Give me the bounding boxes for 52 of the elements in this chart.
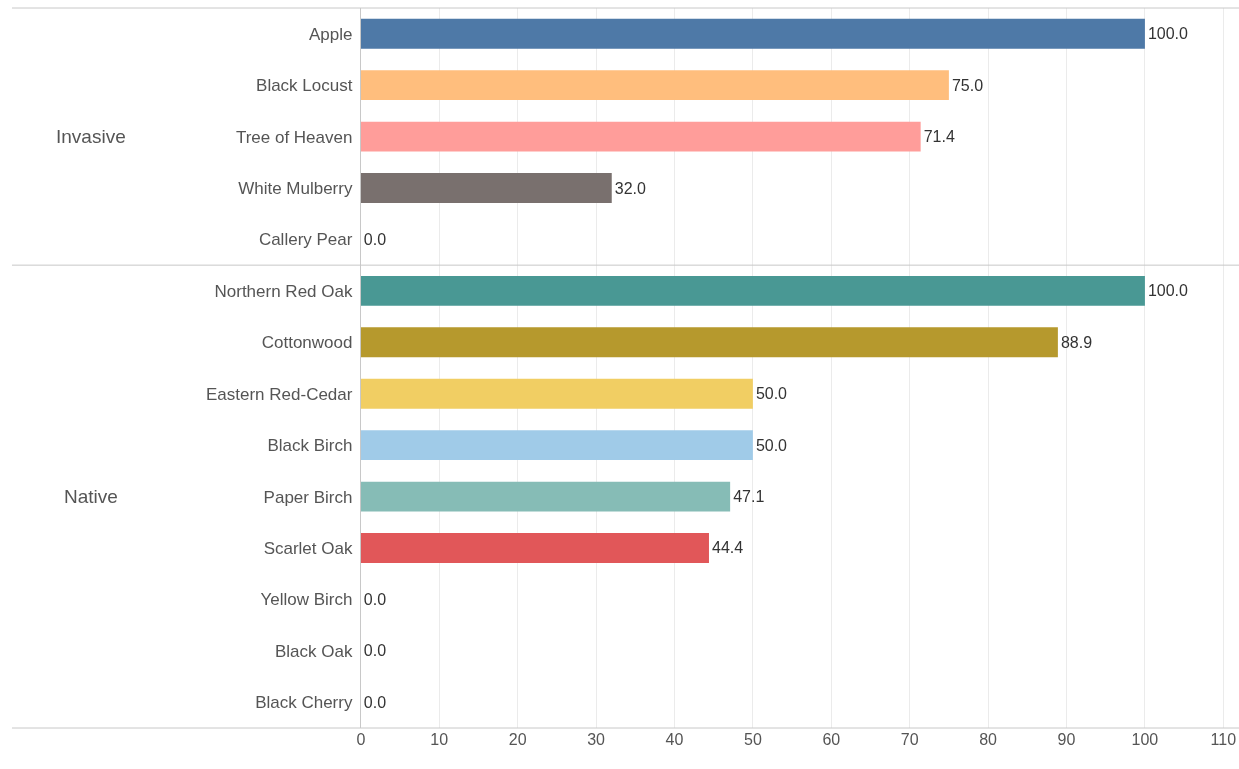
data-label: 75.0: [951, 76, 984, 94]
x-tick-label: 50: [743, 731, 762, 748]
bar: [360, 18, 1145, 49]
x-tick-label: 60: [822, 731, 841, 748]
y-tick-label: Paper Birch: [263, 487, 353, 507]
y-tick-label: White Mulberry: [238, 178, 353, 198]
y-tick-label: Northern Red Oak: [214, 281, 353, 301]
y-tick-label: Apple: [308, 24, 353, 44]
x-tick-label: 20: [508, 731, 527, 748]
data-label: 71.4: [923, 128, 955, 146]
x-tick-label: 80: [979, 731, 998, 748]
data-label: 50.0: [755, 385, 788, 403]
y-tick-label: Callery Pear: [258, 230, 353, 250]
bar: [360, 481, 731, 512]
y-tick-label: Yellow Birch: [260, 590, 353, 610]
bar: [360, 275, 1145, 306]
y-axis-title: Invasive: [56, 126, 126, 147]
data-label: 47.1: [733, 488, 765, 506]
bar: [360, 378, 753, 409]
y-axis-title: Native: [64, 486, 118, 507]
data-label: 100.0: [1147, 282, 1189, 300]
x-tick-label: 0: [356, 731, 366, 748]
y-tick-label: Scarlet Oak: [263, 538, 353, 558]
data-label: 88.9: [1060, 333, 1093, 351]
x-tick-label: 40: [665, 731, 684, 748]
y-tick-label: Black Cherry: [255, 693, 353, 713]
data-label: 0.0: [363, 642, 387, 660]
y-tick-label: Eastern Red-Cedar: [205, 384, 353, 404]
y-tick-label: Black Oak: [274, 641, 353, 661]
x-tick-label: 100: [1131, 731, 1159, 748]
bar: [360, 70, 949, 101]
y-tick-label: Black Birch: [267, 436, 353, 456]
y-tick-label: Cottonwood: [261, 333, 353, 353]
bar: [360, 121, 921, 152]
data-label: 0.0: [363, 230, 387, 248]
data-label: 44.4: [711, 539, 744, 557]
x-tick-label: 90: [1057, 731, 1076, 748]
data-label: 32.0: [614, 179, 646, 197]
x-tick-label: 10: [430, 731, 449, 748]
bar: [360, 173, 612, 203]
bar: [360, 430, 753, 461]
data-label: 50.0: [755, 436, 788, 454]
x-tick-label: 110: [1210, 731, 1237, 748]
bar: [360, 533, 709, 563]
y-tick-label: Black Locust: [256, 76, 353, 96]
bar: [360, 327, 1058, 358]
x-tick-label: 70: [900, 731, 919, 748]
x-tick-label: 30: [587, 731, 606, 748]
data-label: 0.0: [363, 693, 387, 711]
y-tick-label: Tree of Heaven: [235, 127, 353, 147]
data-label: 0.0: [363, 590, 387, 608]
data-label: 100.0: [1147, 25, 1189, 43]
